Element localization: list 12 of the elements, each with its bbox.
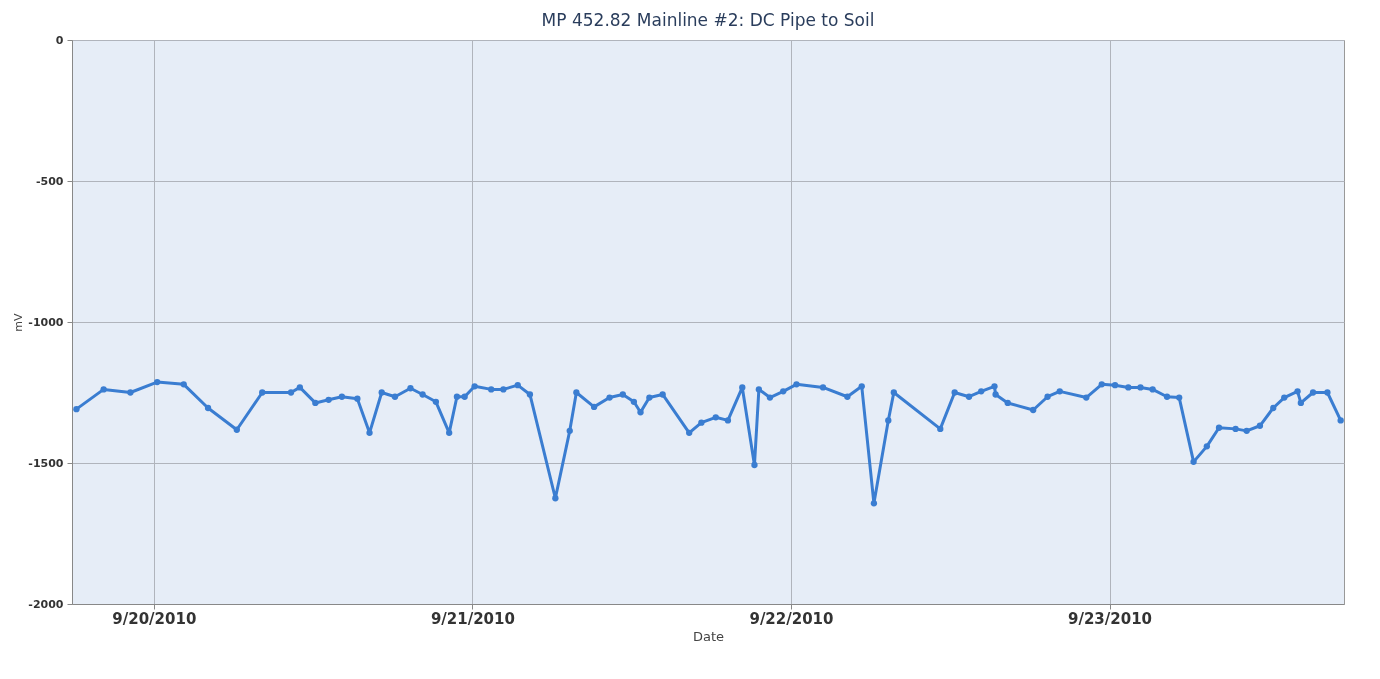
x-tick-label: 9/20/2010 xyxy=(112,609,197,628)
y-tick-label: 0 xyxy=(55,33,64,47)
x-tick-label: 9/22/2010 xyxy=(749,609,834,628)
x-tick-label: 9/21/2010 xyxy=(430,609,515,628)
x-tick-label: 9/23/2010 xyxy=(1067,609,1153,628)
y-tick-label: -500 xyxy=(35,174,64,188)
y-tick-label: -2000 xyxy=(28,597,64,611)
y-tick-label: -1000 xyxy=(28,315,64,329)
chart-title: MP 452.82 Mainline #2: DC Pipe to Soil xyxy=(541,10,875,30)
x-axis-title: Date xyxy=(692,628,725,644)
y-axis-title: mV xyxy=(12,312,26,332)
y-tick-label: -1500 xyxy=(28,456,64,470)
